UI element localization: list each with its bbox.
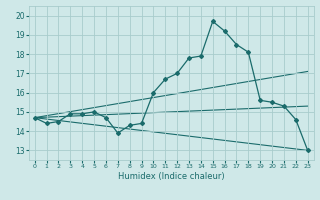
- X-axis label: Humidex (Indice chaleur): Humidex (Indice chaleur): [118, 172, 225, 181]
